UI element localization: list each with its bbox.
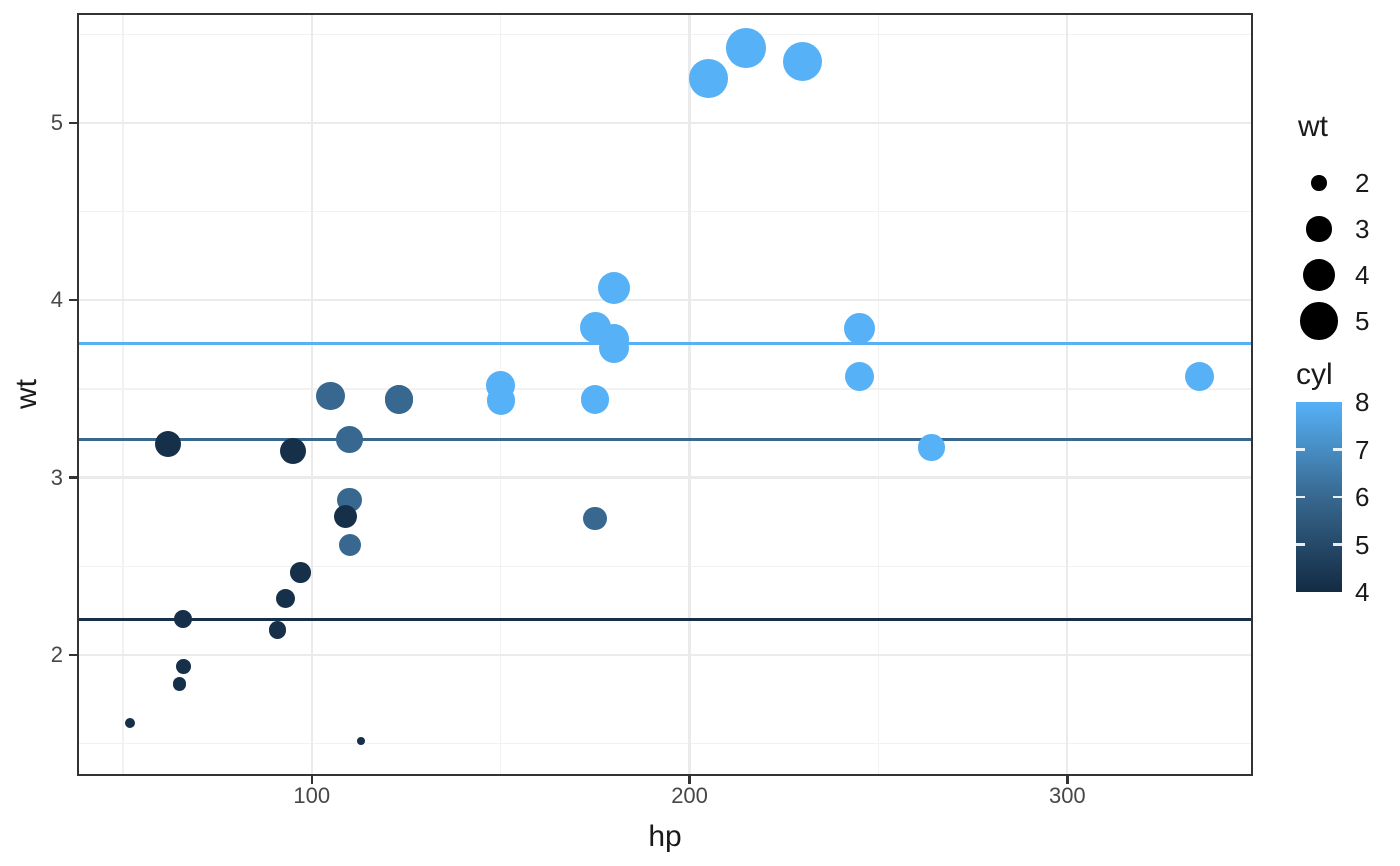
x-axis-tick (688, 776, 691, 784)
colorbar-tick-label: 4 (1355, 577, 1370, 607)
y-axis-tick (69, 121, 77, 125)
y-axis-tick (69, 476, 77, 479)
size-legend-label: 3 (1355, 214, 1370, 244)
size-legend-label: 5 (1355, 306, 1370, 336)
colorbar-tick-label: 8 (1355, 387, 1370, 417)
size-legend-label: 4 (1355, 260, 1370, 290)
size-legend-title: wt (1298, 110, 1328, 143)
colorbar-gradient (1296, 402, 1342, 592)
y-axis-title: wt (10, 379, 43, 409)
x-axis-tick (310, 776, 313, 784)
x-tick-label: 100 (293, 783, 331, 808)
x-axis-tick (1066, 776, 1069, 784)
size-legend-key (1300, 302, 1338, 340)
y-axis-tick (69, 299, 77, 302)
size-legend-key (1303, 259, 1335, 291)
plot-panel (77, 13, 1253, 776)
y-tick-label: 4 (50, 287, 63, 313)
y-axis-tick (69, 653, 77, 657)
colorbar-tick-label: 7 (1355, 434, 1370, 465)
size-legend-key (1306, 216, 1332, 242)
colorbar-tick-label: 6 (1355, 482, 1370, 512)
y-tick-label: 5 (50, 109, 63, 135)
color-legend-title: cyl (1296, 358, 1333, 391)
colorbar-tick-label: 5 (1355, 529, 1370, 560)
x-tick-label: 200 (671, 783, 708, 808)
y-tick-label: 3 (50, 464, 63, 490)
panel-border (77, 13, 1253, 776)
size-legend-label: 2 (1355, 168, 1370, 198)
size-legend-key (1311, 175, 1327, 191)
y-tick-label: 2 (50, 641, 63, 667)
x-axis-title: hp (648, 820, 682, 853)
x-tick-label: 300 (1048, 783, 1086, 808)
